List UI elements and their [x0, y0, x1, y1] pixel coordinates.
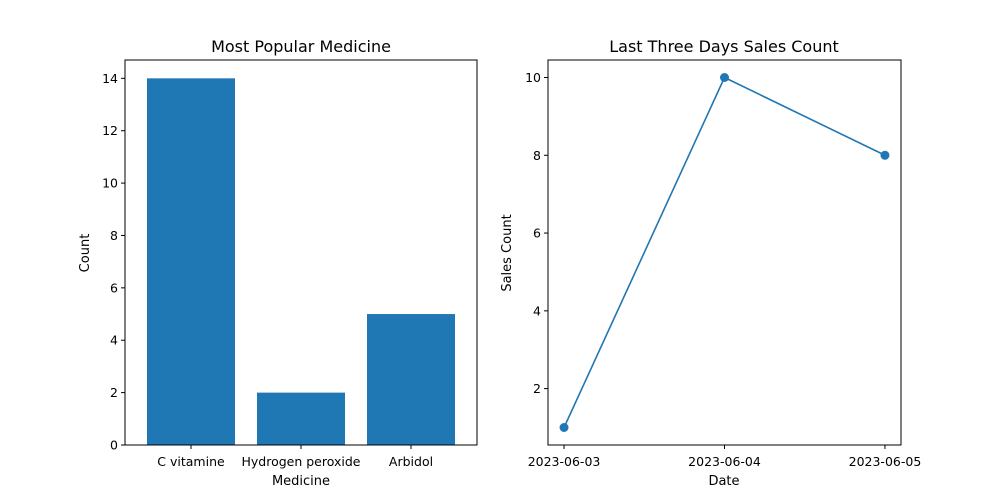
- bar: [257, 392, 345, 445]
- bar-chart: Most Popular Medicine 0 2 4 6 8 10 12 14 C vita…: [78, 37, 478, 489]
- line-chart: Last Three Days Sales Count 2 4 6 8 10 2023-…: [500, 37, 921, 489]
- data-point: [880, 150, 890, 160]
- y-axis-label: Sales Count: [500, 214, 515, 291]
- x-tick-label: Hydrogen peroxide: [241, 454, 360, 469]
- y-tick-label: 12: [102, 123, 118, 138]
- data-point: [720, 73, 729, 82]
- x-axis-ticks: 2023-06-03 2023-06-04 2023-06-05: [528, 445, 922, 469]
- y-tick-label: 6: [533, 226, 541, 241]
- y-tick-label: 8: [533, 148, 541, 163]
- y-tick-label: 10: [525, 70, 541, 85]
- y-tick-label: 0: [110, 438, 118, 453]
- y-axis-ticks: 0 2 4 6 8 10 12 14: [102, 71, 125, 453]
- data-point: [559, 423, 569, 432]
- y-tick-label: 4: [110, 333, 118, 348]
- x-tick-label: C vitamine: [157, 454, 225, 469]
- y-tick-label: 8: [110, 228, 118, 243]
- y-tick-label: 6: [110, 280, 118, 295]
- y-tick-label: 2: [533, 381, 541, 396]
- y-axis-label: Count: [78, 234, 93, 273]
- chart-title: Last Three Days Sales Count: [609, 37, 839, 56]
- y-tick-label: 2: [110, 385, 118, 400]
- x-tick-label: 2023-06-04: [688, 454, 761, 469]
- y-tick-label: 10: [102, 176, 118, 191]
- bar: [147, 78, 235, 445]
- x-axis-label: Medicine: [272, 474, 330, 489]
- line-series: [559, 73, 890, 432]
- y-tick-label: 4: [533, 303, 541, 318]
- x-tick-label: 2023-06-03: [528, 454, 601, 469]
- chart-title: Most Popular Medicine: [211, 37, 391, 56]
- x-tick-label: Arbidol: [389, 454, 433, 469]
- x-axis-ticks: C vitamine Hydrogen peroxide Arbidol: [157, 445, 433, 469]
- x-tick-label: 2023-06-05: [849, 454, 922, 469]
- bars: [147, 78, 455, 445]
- x-axis-label: Date: [708, 474, 739, 489]
- y-axis-ticks: 2 4 6 8 10: [525, 70, 548, 396]
- y-tick-label: 14: [102, 71, 118, 86]
- bar: [367, 314, 455, 445]
